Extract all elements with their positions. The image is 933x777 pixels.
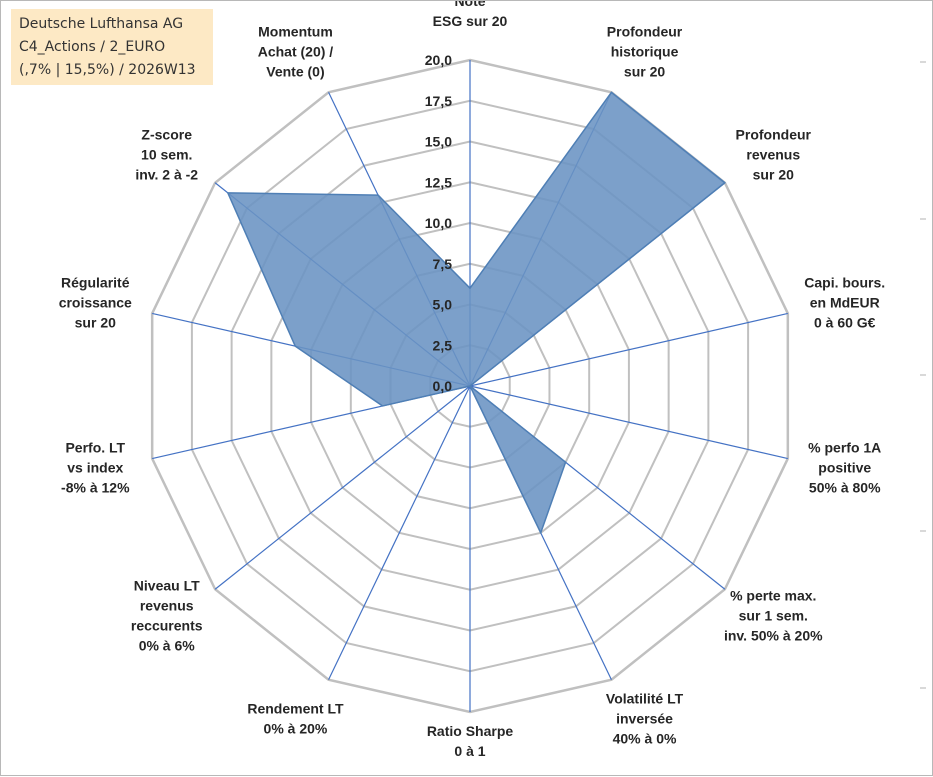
axis-label-line: Rendement LT: [247, 700, 344, 716]
axis-label-line: 40% à 0%: [613, 730, 677, 746]
radial-tick-label: 12,5: [425, 174, 452, 190]
axis-label-line: reccurents: [131, 618, 203, 634]
axis-label-line: Vente (0): [266, 64, 324, 80]
axis-label-line: Capi. bours.: [804, 275, 885, 291]
axis-label-line: vs index: [67, 459, 123, 475]
axis-label-line: Momentum: [258, 24, 333, 40]
axis-label-line: % perfo 1A: [808, 439, 881, 455]
axis-label-line: ESG sur 20: [433, 13, 508, 29]
axis-label-line: Profondeur: [736, 126, 812, 142]
axis-label-line: historique: [611, 44, 679, 60]
axis-label-line: revenus: [746, 146, 800, 162]
axis-label: Rendement LT 0% à 20%: [247, 700, 344, 736]
axis-label: Z-score 10 sem. inv. 2 à -2: [135, 126, 198, 182]
axis-label: Ratio Sharpe 0 à 1: [427, 723, 514, 759]
axis-label: Volatilité LT inversée 40% à 0%: [606, 690, 684, 746]
axis-label-line: inversée: [616, 710, 673, 726]
axis-label: % perte max. sur 1 sem. inv. 50% à 20%: [724, 588, 823, 644]
axis-label-line: inv. 2 à -2: [135, 166, 198, 182]
axis-label-line: 0% à 20%: [264, 720, 328, 736]
axis-label-line: Régularité: [61, 275, 130, 291]
axis-spoke: [214, 385, 471, 590]
axis-label: Profondeur revenus sur 20: [736, 126, 812, 182]
axis-label: Note ESG sur 20: [433, 1, 508, 29]
axis-label: Perfo. LT vs index -8% à 12%: [61, 439, 130, 495]
axis-label: Capi. bours. en MdEUR 0 à 60 G€: [804, 275, 885, 331]
axis-label-line: croissance: [59, 295, 132, 311]
right-edge-tick: [920, 687, 926, 689]
axis-label: Régularité croissance sur 20: [59, 275, 132, 331]
axis-label: % perfo 1A positive 50% à 80%: [808, 439, 881, 495]
right-edge-tick: [920, 61, 926, 63]
axis-spoke: [469, 385, 788, 460]
radial-tick-label: 5,0: [433, 297, 453, 313]
axis-label-line: % perte max.: [730, 588, 816, 604]
axis-label-line: Perfo. LT: [65, 439, 125, 455]
axis-label-line: Achat (20) /: [258, 44, 334, 60]
axis-label-line: Note: [454, 1, 485, 9]
axis-label-line: sur 20: [753, 166, 794, 182]
axis-spoke: [328, 385, 471, 680]
radial-tick-label: 20,0: [425, 52, 452, 68]
info-box: Deutsche Lufthansa AG C4_Actions / 2_EUR…: [11, 9, 213, 85]
axis-label-line: 0 à 60 G€: [814, 315, 876, 331]
radial-tick-label: 7,5: [433, 256, 453, 272]
radial-tick-label: 17,5: [425, 93, 452, 109]
axis-spoke: [469, 312, 788, 387]
axis-label-line: 0 à 1: [454, 743, 485, 759]
axis-label-line: positive: [818, 459, 871, 475]
axis-label-line: Volatilité LT: [606, 690, 684, 706]
right-edge-tick: [920, 218, 926, 220]
axis-label-line: Ratio Sharpe: [427, 723, 514, 739]
axis-label-line: Profondeur: [607, 24, 683, 40]
radial-tick-label: 0,0: [433, 378, 453, 394]
axis-label-line: -8% à 12%: [61, 479, 130, 495]
radial-tick-label: 15,0: [425, 134, 452, 150]
info-box-stats: (,7% | 15,5%) / 2026W13: [19, 62, 196, 78]
data-series-area: [227, 91, 726, 534]
axis-label-line: inv. 50% à 20%: [724, 628, 823, 644]
axis-label-line: sur 1 sem.: [739, 608, 808, 624]
radial-tick-label: 10,0: [425, 215, 452, 231]
axis-label: Niveau LT revenus reccurents 0% à 6%: [131, 578, 203, 654]
axis-label-line: 50% à 80%: [809, 479, 881, 495]
axis-label-line: revenus: [140, 598, 194, 614]
axis-label-line: 0% à 6%: [139, 638, 196, 654]
info-box-category: C4_Actions / 2_EURO: [19, 39, 166, 55]
axis-label: Momentum Achat (20) / Vente (0): [258, 24, 334, 80]
axis-label-line: sur 20: [624, 64, 665, 80]
axis-label-line: Niveau LT: [134, 578, 200, 594]
axis-label-line: 10 sem.: [141, 146, 192, 162]
axis-label-line: en MdEUR: [810, 295, 880, 311]
right-edge-tick: [920, 530, 926, 532]
axis-label: Profondeur historique sur 20: [607, 24, 683, 80]
info-box-company: Deutsche Lufthansa AG: [19, 16, 184, 32]
radial-tick-label: 2,5: [433, 337, 453, 353]
axis-label-line: Z-score: [141, 126, 192, 142]
right-edge-tick: [920, 374, 926, 376]
axis-label-line: sur 20: [75, 315, 116, 331]
